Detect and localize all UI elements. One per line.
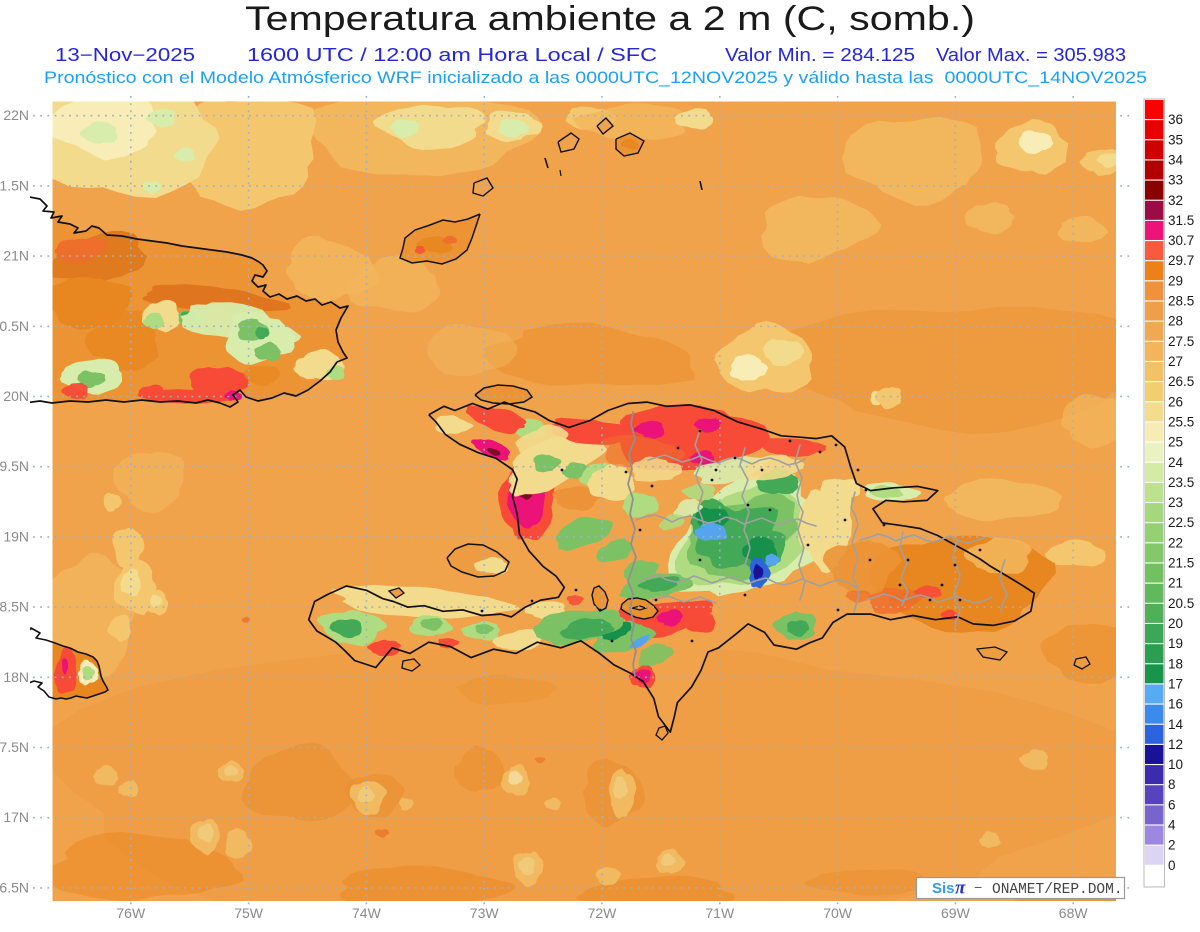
svg-text:22N: 22N	[3, 107, 29, 123]
svg-text:ONAMET/REP.DOM.: ONAMET/REP.DOM.	[992, 882, 1123, 898]
svg-text:21: 21	[1168, 576, 1183, 591]
svg-text:20N: 20N	[3, 388, 29, 404]
svg-text:21.5: 21.5	[1168, 556, 1194, 571]
svg-text:28.5: 28.5	[1168, 294, 1194, 309]
svg-text:68W: 68W	[1059, 905, 1089, 921]
svg-text:69W: 69W	[941, 905, 971, 921]
svg-text:34: 34	[1168, 153, 1184, 168]
svg-text:31.5: 31.5	[1168, 213, 1194, 228]
svg-text:12: 12	[1168, 737, 1183, 752]
svg-text:36: 36	[1168, 112, 1183, 127]
svg-text:29: 29	[1168, 273, 1183, 288]
svg-text:4: 4	[1168, 818, 1176, 833]
svg-text:20: 20	[1168, 616, 1183, 631]
svg-text:23: 23	[1168, 495, 1183, 510]
svg-text:Temperatura ambiente a 2 m (C,: Temperatura ambiente a 2 m (C, somb.)	[245, 0, 975, 38]
svg-text:6: 6	[1168, 797, 1176, 812]
svg-text:72W: 72W	[588, 905, 618, 921]
svg-text:73W: 73W	[470, 905, 500, 921]
svg-text:76W: 76W	[116, 905, 146, 921]
svg-text:28: 28	[1168, 314, 1183, 329]
svg-text:Valor Min. = 284.125: Valor Min. = 284.125	[725, 45, 915, 65]
svg-text:17N: 17N	[3, 809, 29, 825]
svg-text:19N: 19N	[3, 528, 29, 544]
svg-text:26: 26	[1168, 394, 1183, 409]
svg-text:Sis: Sis	[932, 880, 955, 897]
svg-text:75W: 75W	[234, 905, 264, 921]
svg-text:30.7: 30.7	[1168, 233, 1194, 248]
svg-text:0: 0	[1168, 858, 1176, 873]
svg-text:1600 UTC / 12:00 am Hora Local: 1600 UTC / 12:00 am Hora Local / SFC	[247, 45, 657, 65]
svg-text:24: 24	[1168, 455, 1184, 470]
svg-text:22: 22	[1168, 535, 1183, 550]
svg-text:17: 17	[1168, 677, 1183, 692]
svg-text:18N: 18N	[3, 669, 29, 685]
svg-text:16: 16	[1168, 697, 1183, 712]
svg-text:35: 35	[1168, 132, 1183, 147]
svg-text:20.5N: 20.5N	[0, 318, 29, 334]
svg-text:Valor Max. = 305.983: Valor Max. = 305.983	[936, 45, 1126, 65]
svg-text:18: 18	[1168, 656, 1183, 671]
svg-text:14: 14	[1168, 717, 1184, 732]
svg-text:13−Nov−2025: 13−Nov−2025	[55, 45, 195, 65]
svg-text:Pronóstico con el Modelo Atmós: Pronóstico con el Modelo Atmósferico WRF…	[44, 68, 1147, 87]
svg-text:21N: 21N	[3, 248, 29, 264]
svg-text:70W: 70W	[823, 905, 853, 921]
svg-text:23.5: 23.5	[1168, 475, 1194, 490]
svg-text:29.7: 29.7	[1168, 253, 1194, 268]
svg-text:10: 10	[1168, 757, 1183, 772]
svg-text:33: 33	[1168, 173, 1183, 188]
svg-text:17.5N: 17.5N	[0, 739, 29, 755]
svg-text:π: π	[955, 878, 966, 899]
svg-text:19: 19	[1168, 636, 1183, 651]
svg-text:25.5: 25.5	[1168, 415, 1194, 430]
svg-text:27: 27	[1168, 354, 1183, 369]
svg-text:22.5: 22.5	[1168, 515, 1194, 530]
svg-text:20.5: 20.5	[1168, 596, 1194, 611]
svg-text:27.5: 27.5	[1168, 334, 1194, 349]
svg-text:21.5N: 21.5N	[0, 177, 29, 193]
svg-text:16.5N: 16.5N	[0, 879, 29, 895]
svg-text:8: 8	[1168, 777, 1176, 792]
svg-text:19.5N: 19.5N	[0, 458, 29, 474]
svg-text:−: −	[974, 879, 982, 895]
svg-text:32: 32	[1168, 193, 1183, 208]
svg-text:26.5: 26.5	[1168, 374, 1194, 389]
svg-text:2: 2	[1168, 838, 1176, 853]
svg-text:18.5N: 18.5N	[0, 599, 29, 615]
svg-text:71W: 71W	[705, 905, 735, 921]
svg-text:74W: 74W	[352, 905, 382, 921]
svg-text:25: 25	[1168, 435, 1183, 450]
